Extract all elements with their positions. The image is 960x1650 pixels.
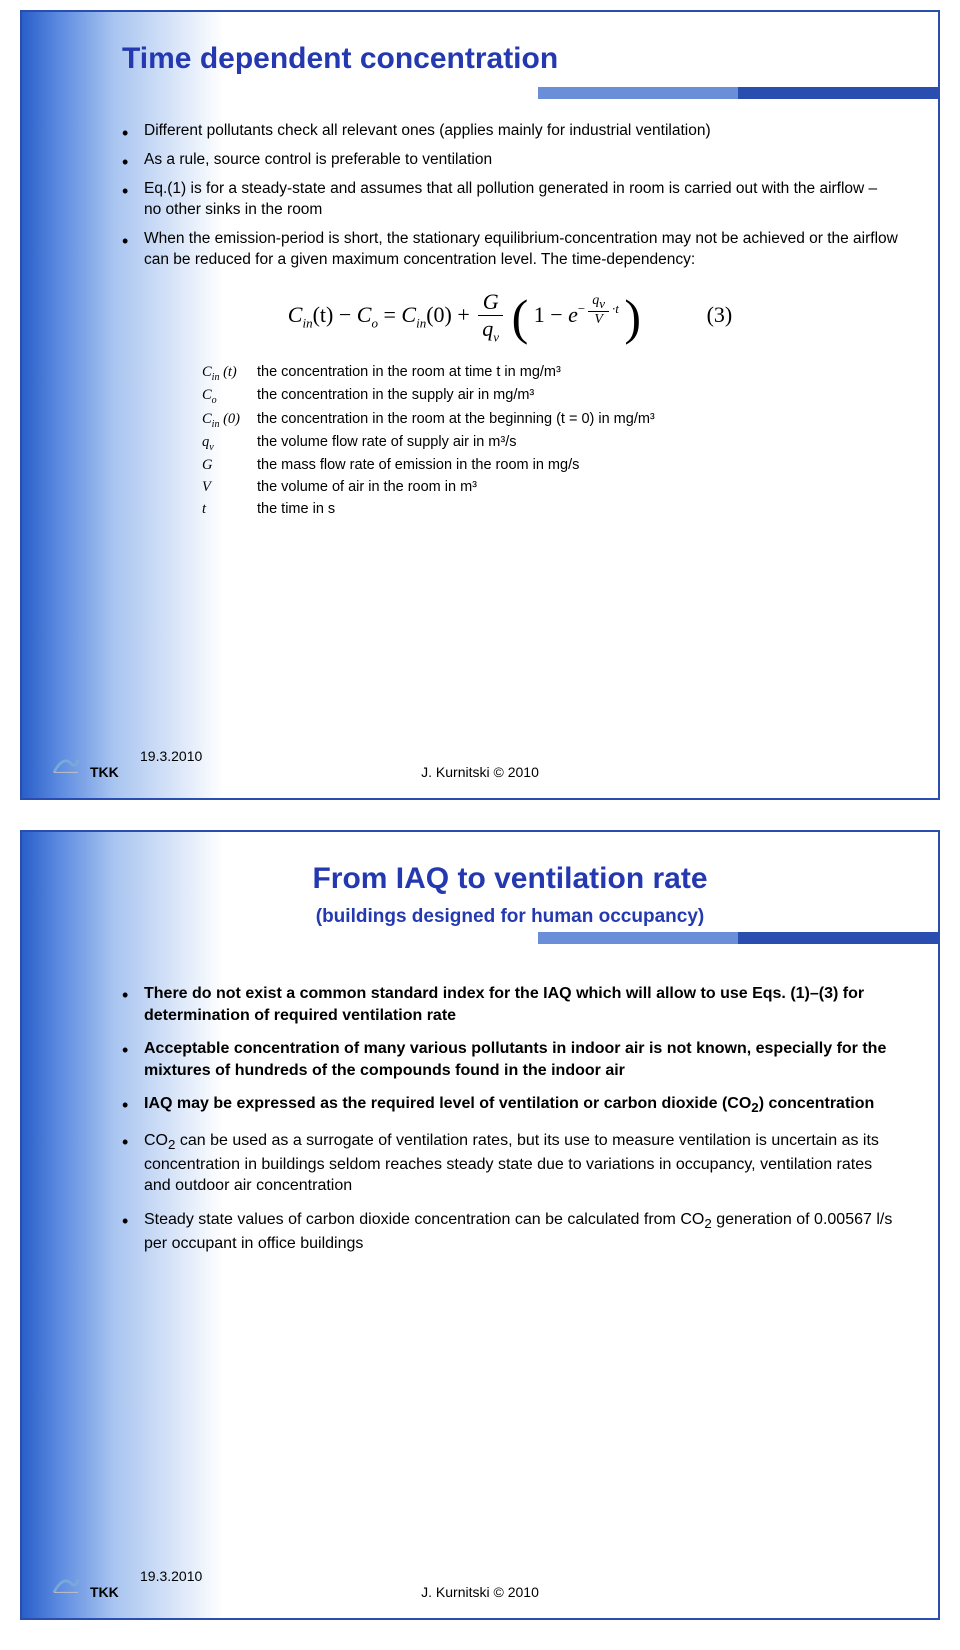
footer-tkk: TKK: [90, 764, 202, 780]
eq-fraction: G qv: [478, 289, 503, 345]
bullet-item: When the emission-period is short, the s…: [122, 229, 898, 271]
bullet-list: Different pollutants check all relevant …: [122, 121, 898, 271]
def-row: tthe time in s: [202, 500, 898, 520]
def-symbol: qv: [202, 433, 257, 454]
eq-lhs: Cin(t) − Co = Cin(0) +: [288, 302, 476, 327]
def-text: the time in s: [257, 500, 898, 520]
bullet-item: CO2 can be used as a surrogate of ventil…: [122, 1130, 898, 1197]
def-text: the concentration in the room at the beg…: [257, 410, 898, 431]
slide-title: From IAQ to ventilation rate: [122, 862, 898, 896]
slide-2: From IAQ to ventilation rate (buildings …: [20, 830, 940, 1620]
def-symbol: G: [202, 456, 257, 476]
bullet-item: Steady state values of carbon dioxide co…: [122, 1209, 898, 1255]
tkk-logo-icon: [52, 1570, 80, 1598]
slide-footer: 19.3.2010 TKK J. Kurnitski © 2010: [22, 1568, 938, 1600]
footer-copyright: J. Kurnitski © 2010: [421, 1584, 539, 1600]
def-row: Cin (0)the concentration in the room at …: [202, 410, 898, 431]
def-text: the concentration in the room at time t …: [257, 363, 898, 384]
eq-paren-content: 1 − e−qvV·t: [534, 302, 625, 327]
def-symbol: Co: [202, 386, 257, 407]
footer-copyright: J. Kurnitski © 2010: [421, 764, 539, 780]
definition-table: Cin (t)the concentration in the room at …: [202, 363, 898, 519]
title-accent-bar: [538, 87, 938, 99]
def-symbol: Cin (0): [202, 410, 257, 431]
slide-1: Time dependent concentration Different p…: [20, 10, 940, 800]
def-symbol: V: [202, 478, 257, 498]
slide-content: There do not exist a common standard ind…: [122, 983, 898, 1255]
def-symbol: Cin (t): [202, 363, 257, 384]
bullet-item: IAQ may be expressed as the required lev…: [122, 1093, 898, 1117]
footer-left: 19.3.2010 TKK: [52, 1568, 202, 1600]
bullet-item: There do not exist a common standard ind…: [122, 983, 898, 1026]
def-text: the concentration in the supply air in m…: [257, 386, 898, 407]
bullet-item: Acceptable concentration of many various…: [122, 1038, 898, 1081]
def-row: Cothe concentration in the supply air in…: [202, 386, 898, 407]
footer-date: 19.3.2010: [140, 748, 202, 764]
def-row: Vthe volume of air in the room in m³: [202, 478, 898, 498]
def-text: the volume of air in the room in m³: [257, 478, 898, 498]
slide-title: Time dependent concentration: [122, 42, 898, 76]
bullet-item: Eq.(1) is for a steady-state and assumes…: [122, 179, 898, 221]
def-text: the mass flow rate of emission in the ro…: [257, 456, 898, 476]
def-row: Gthe mass flow rate of emission in the r…: [202, 456, 898, 476]
footer-date: 19.3.2010: [140, 1568, 202, 1584]
tkk-logo-icon: [52, 750, 80, 778]
equation-block: Cin(t) − Co = Cin(0) + G qv ( 1 − e−qvV·…: [122, 289, 898, 345]
bullet-item: Different pollutants check all relevant …: [122, 121, 898, 142]
title-accent-bar: [538, 932, 938, 944]
def-row: qvthe volume flow rate of supply air in …: [202, 433, 898, 454]
bullet-item: As a rule, source control is preferable …: [122, 150, 898, 171]
def-symbol: t: [202, 500, 257, 520]
slide-content: Different pollutants check all relevant …: [122, 121, 898, 519]
left-paren: (: [512, 297, 529, 337]
right-paren: ): [624, 297, 641, 337]
bullet-list: There do not exist a common standard ind…: [122, 983, 898, 1255]
def-text: the volume flow rate of supply air in m³…: [257, 433, 898, 454]
equation-number: (3): [707, 302, 733, 327]
footer-left: 19.3.2010 TKK: [52, 748, 202, 780]
def-row: Cin (t)the concentration in the room at …: [202, 363, 898, 384]
slide-footer: 19.3.2010 TKK J. Kurnitski © 2010: [22, 748, 938, 780]
footer-tkk: TKK: [90, 1584, 202, 1600]
slide-subtitle: (buildings designed for human occupancy): [122, 906, 898, 928]
